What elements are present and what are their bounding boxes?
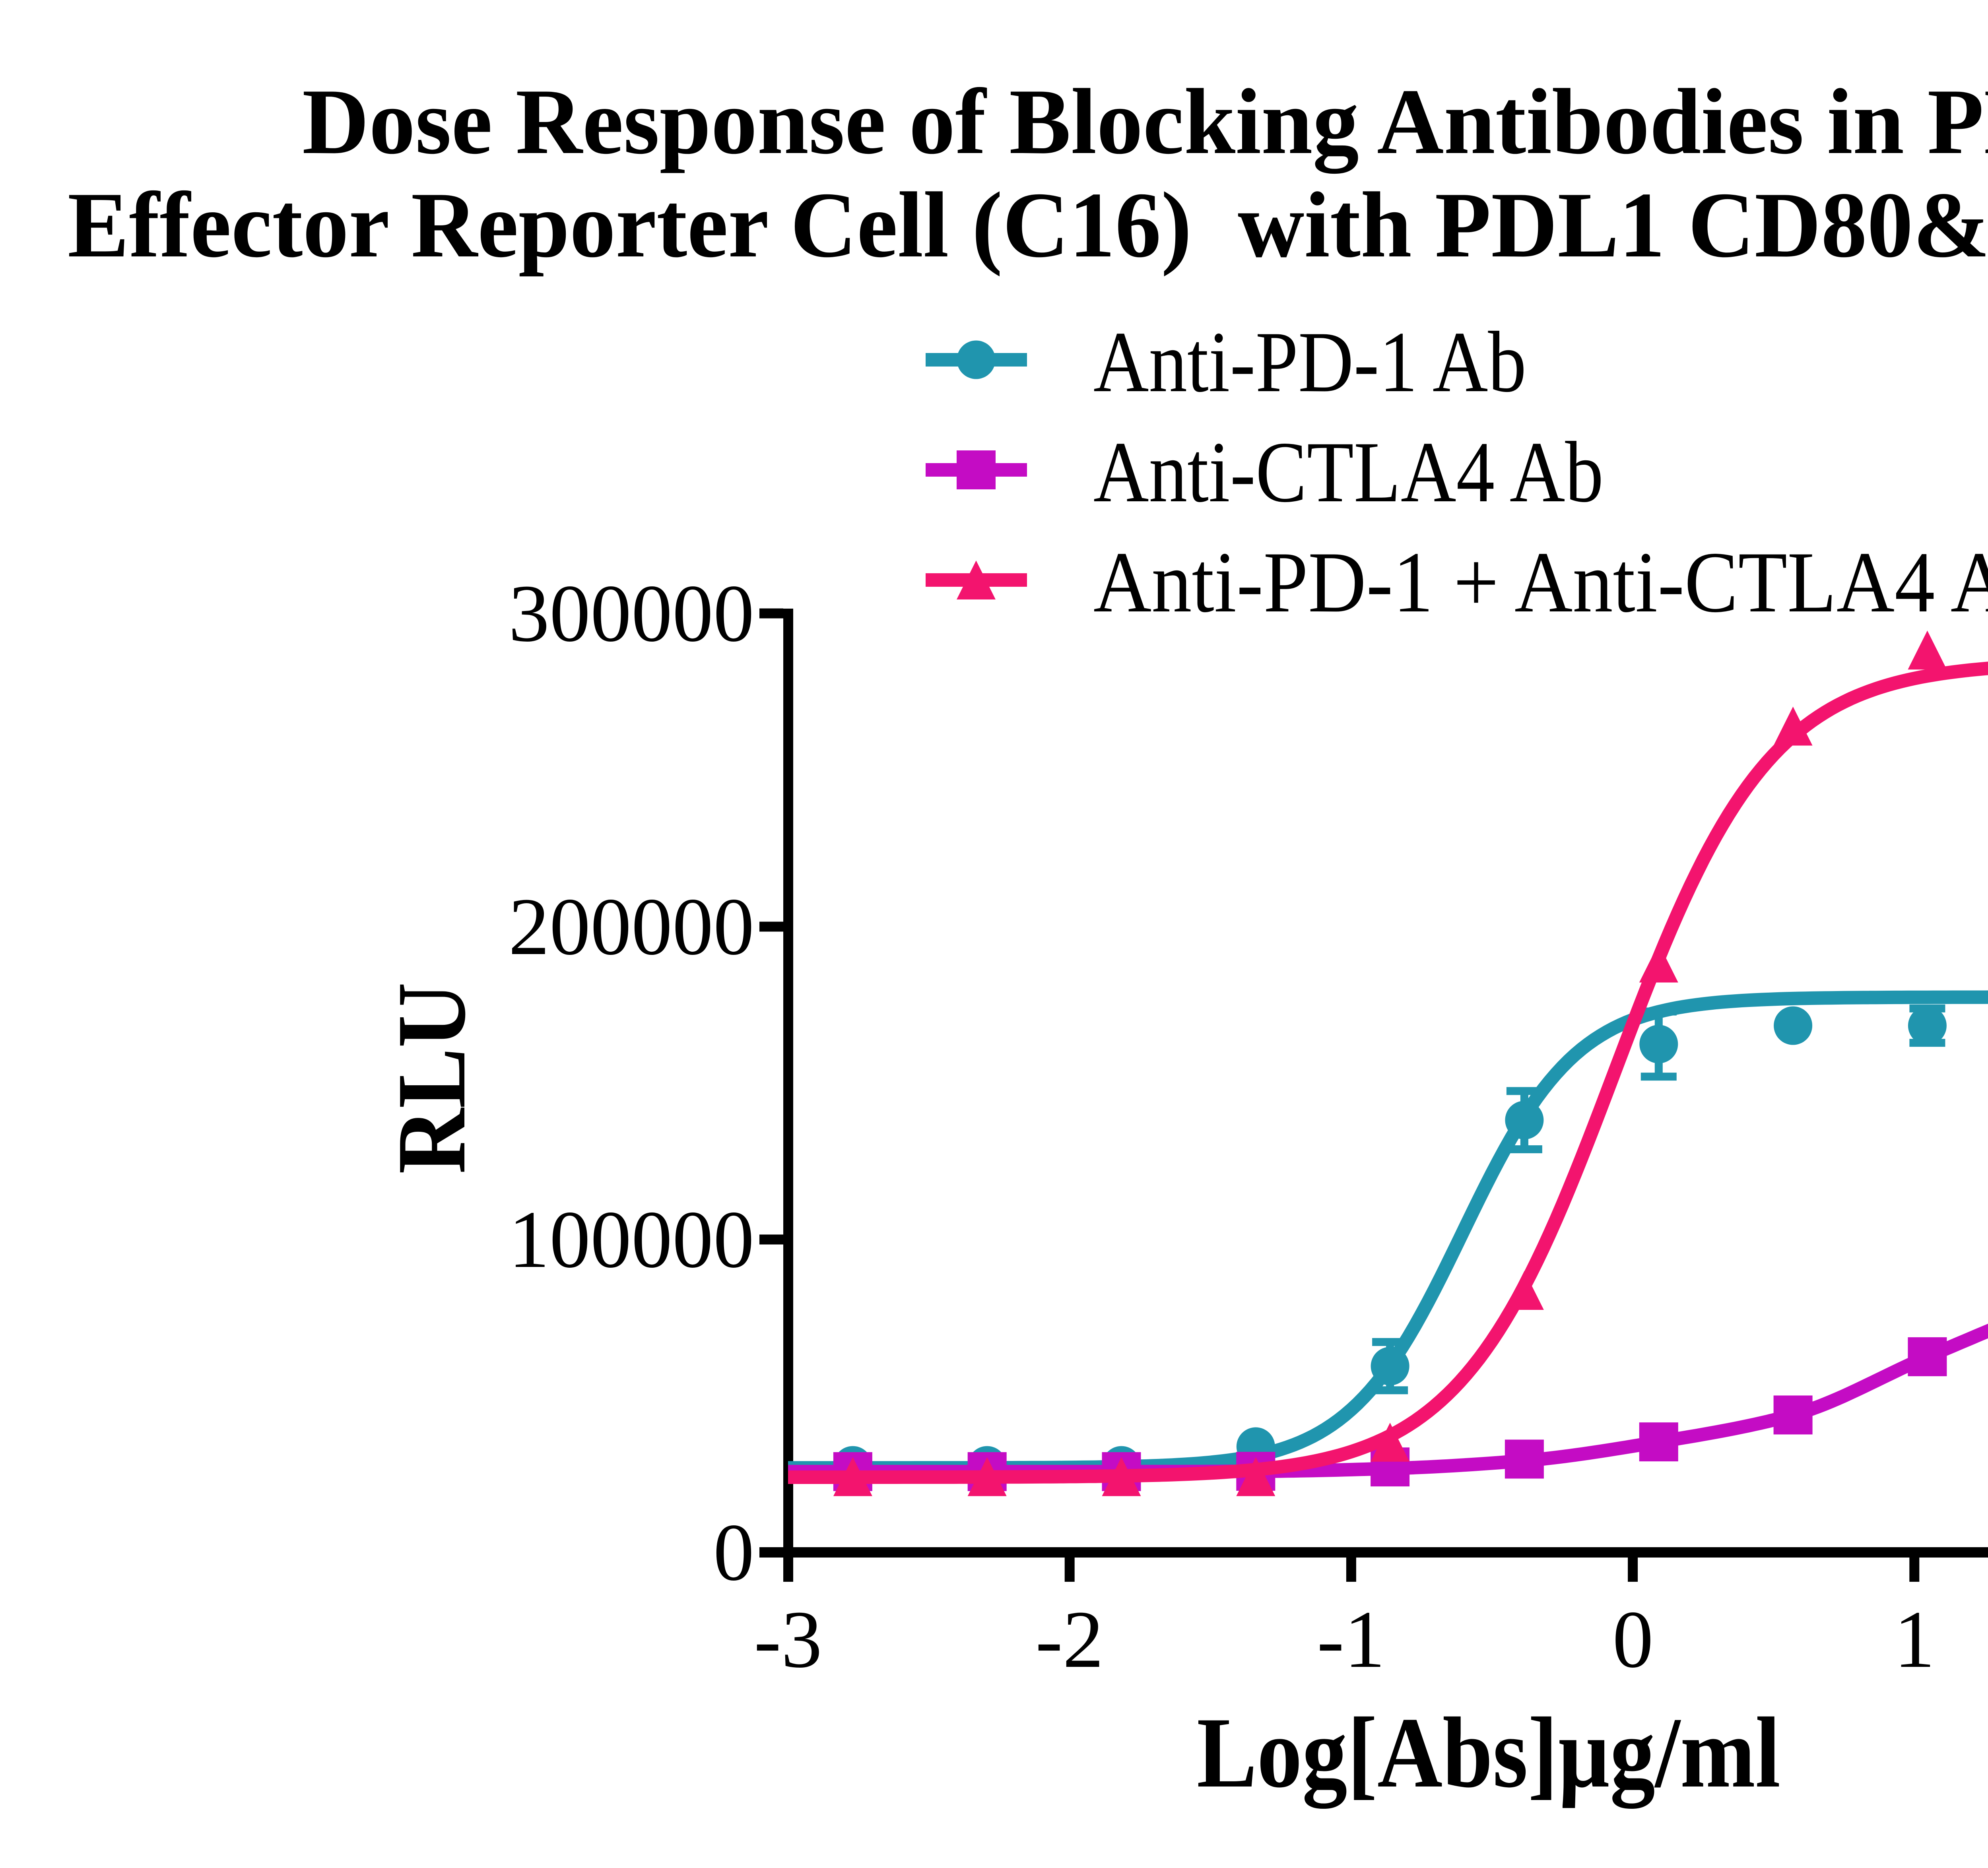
svg-text:Dose Response of Blocking Anti: Dose Response of Blocking Antibodies in … (302, 70, 1988, 174)
svg-text:0: 0 (713, 1507, 754, 1598)
svg-text:Anti-PD-1 Ab: Anti-PD-1 Ab (1093, 314, 1526, 410)
svg-text:Log[Abs]µg/ml: Log[Abs]µg/ml (1197, 1697, 1780, 1809)
svg-text:0: 0 (1613, 1594, 1654, 1685)
svg-text:RLU: RLU (377, 982, 486, 1174)
svg-text:-1: -1 (1317, 1594, 1385, 1685)
svg-text:-2: -2 (1035, 1594, 1104, 1685)
svg-text:100000: 100000 (509, 1194, 754, 1285)
svg-text:200000: 200000 (509, 881, 754, 972)
svg-text:1: 1 (1894, 1594, 1935, 1685)
svg-text:300000: 300000 (509, 568, 754, 659)
svg-text:Anti-PD-1 + Anti-CTLA4 Abs: Anti-PD-1 + Anti-CTLA4 Abs (1093, 534, 1988, 630)
svg-text:Effector Reporter Cell (C16): Effector Reporter Cell (C16) with PDL1 C… (68, 173, 1988, 277)
svg-text:Anti-CTLA4 Ab: Anti-CTLA4 Ab (1093, 424, 1604, 520)
svg-text:-3: -3 (754, 1594, 822, 1685)
